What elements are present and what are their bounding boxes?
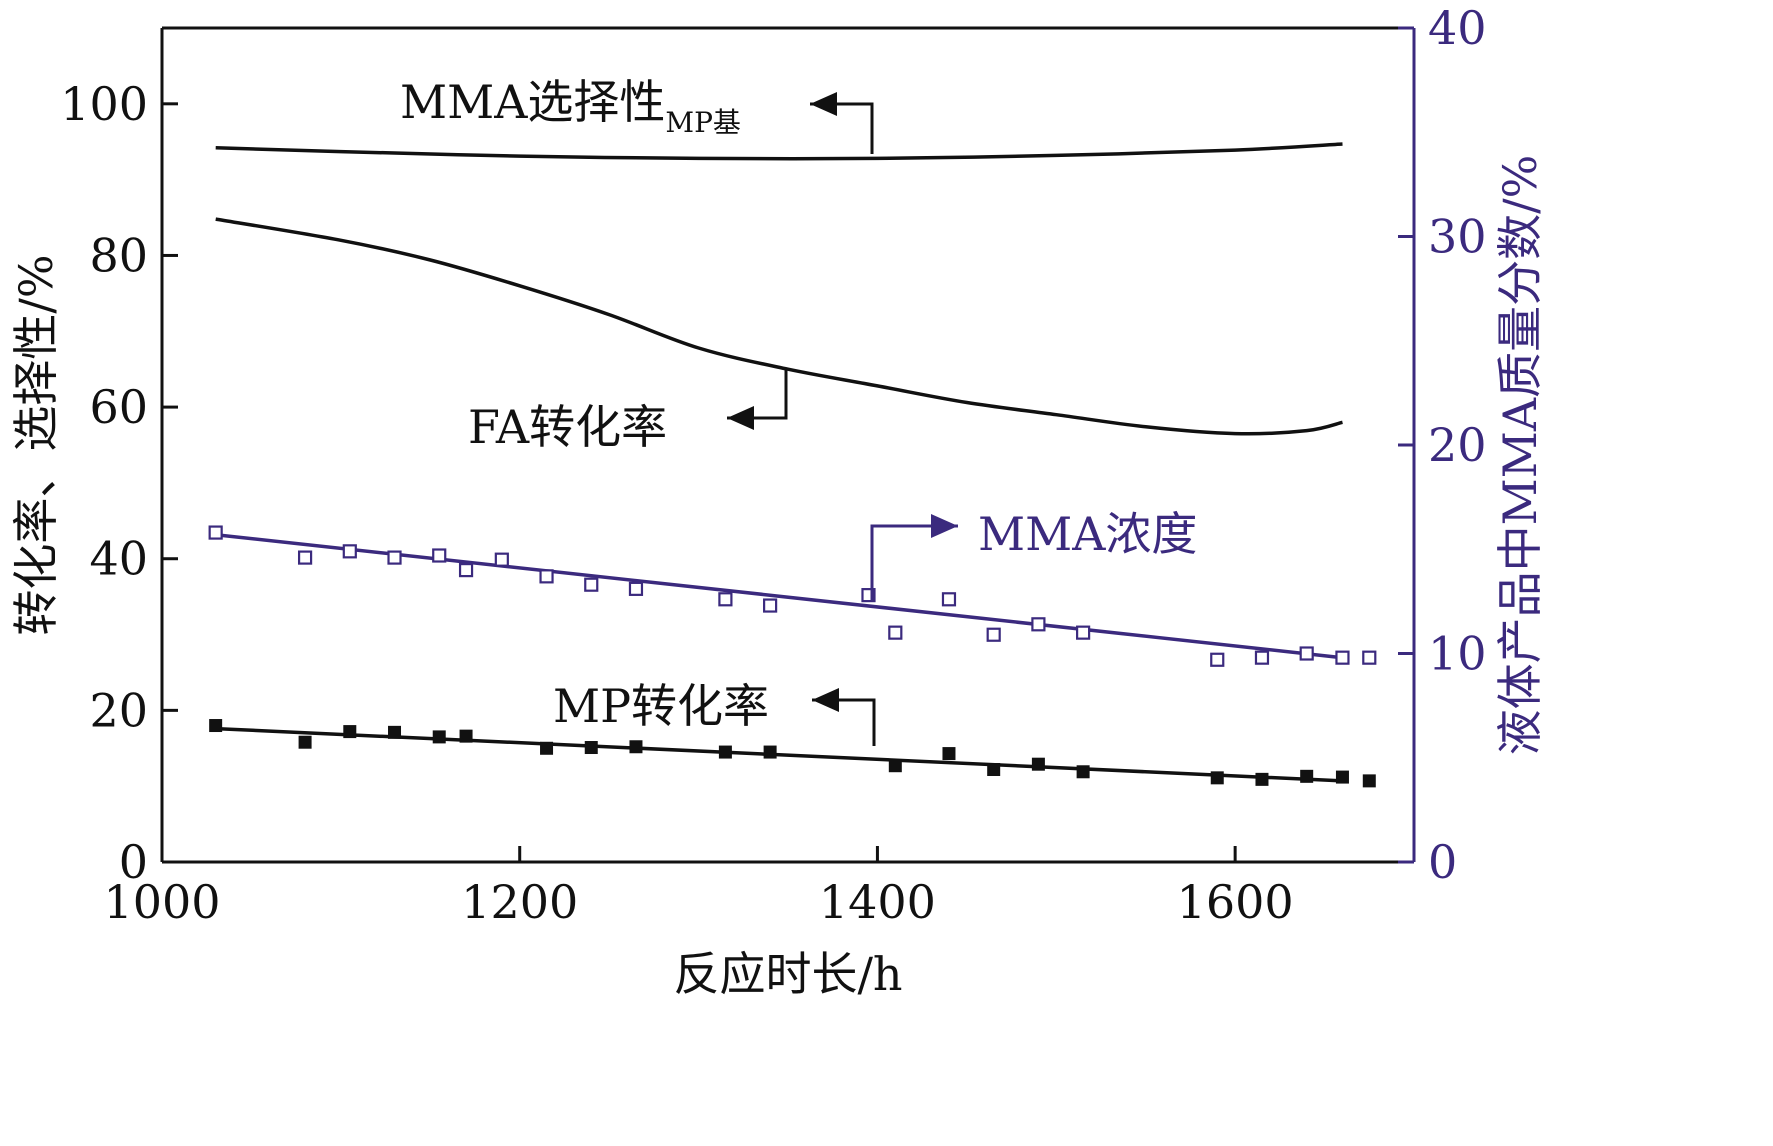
mp-conversion-point bbox=[1076, 765, 1090, 779]
mp-conversion-point bbox=[584, 741, 598, 755]
mma-concentration-point bbox=[1362, 650, 1377, 665]
mma-concentration-point bbox=[628, 581, 644, 596]
mp-conversion-annotation: MP转化率 bbox=[553, 679, 769, 733]
mma-concentration-point bbox=[387, 550, 402, 565]
fa-conversion-leader-arrow bbox=[727, 370, 788, 430]
mma-concentration-point bbox=[888, 625, 903, 640]
x-tick-label: 1000 bbox=[103, 875, 220, 929]
y-tick-label: 40 bbox=[89, 532, 148, 586]
mp-conversion-point bbox=[1362, 774, 1376, 788]
y-tick-label: 80 bbox=[89, 228, 148, 282]
dual-axis-line-chart: 1000 1200 1400 1600020406080100010203040反应时… bbox=[9, 1, 1547, 1001]
mp-conversion-point bbox=[942, 747, 956, 761]
x-tick-label: 1600 bbox=[1177, 875, 1294, 929]
y-tick-label: 20 bbox=[89, 683, 148, 737]
y2-tick-label: 0 bbox=[1428, 835, 1457, 889]
y-tick-label: 0 bbox=[119, 835, 148, 889]
mma-concentration-point bbox=[1076, 625, 1091, 640]
mma-concentration-point bbox=[1254, 650, 1270, 665]
mp-conversion-point bbox=[1255, 772, 1269, 786]
mp-conversion-point bbox=[1210, 771, 1224, 785]
mma-concentration-point bbox=[494, 552, 509, 567]
series-line-0 bbox=[215, 142, 1343, 161]
mp-conversion-point bbox=[343, 725, 357, 739]
mma-concentration-point bbox=[1031, 617, 1046, 632]
mma-concentration-point bbox=[297, 550, 313, 565]
series-line-4 bbox=[215, 726, 1343, 783]
mp-conversion-point bbox=[718, 745, 732, 759]
mma-concentration-point bbox=[432, 548, 447, 563]
mma-concentration-point bbox=[539, 569, 554, 584]
mma-concentration-point bbox=[1210, 652, 1225, 667]
y2-tick-label: 10 bbox=[1428, 627, 1487, 681]
x-tick-label: 1400 bbox=[819, 875, 936, 929]
series-line-1 bbox=[215, 217, 1343, 436]
mp-conversion-point bbox=[763, 745, 777, 759]
mp-conversion-point bbox=[1031, 757, 1045, 771]
y2-tick-label: 30 bbox=[1428, 210, 1487, 264]
mma-concentration-point bbox=[718, 592, 733, 607]
fa-conversion-annotation: FA转化率 bbox=[468, 400, 667, 454]
mma-concentration-annotation: MMA浓度 bbox=[978, 507, 1197, 561]
mp-conversion-point bbox=[209, 719, 223, 733]
mma-selectivity-leader-arrow bbox=[810, 92, 874, 154]
mp-conversion-point bbox=[540, 741, 554, 755]
mma-concentration-point bbox=[763, 598, 778, 613]
y2-tick-label: 40 bbox=[1428, 1, 1487, 55]
mp-conversion-point bbox=[432, 730, 446, 744]
y-tick-label: 60 bbox=[89, 380, 148, 434]
y2-tick-label: 20 bbox=[1428, 418, 1487, 472]
y-tick-label: 100 bbox=[60, 77, 148, 131]
series-line-2 bbox=[215, 532, 1343, 660]
mp-conversion-point bbox=[987, 763, 1001, 777]
mp-conversion-point bbox=[888, 759, 902, 773]
mma-concentration-point bbox=[208, 525, 223, 540]
mp-conversion-leader-arrow bbox=[812, 688, 876, 746]
mp-conversion-point bbox=[388, 725, 402, 739]
mp-conversion-point bbox=[459, 729, 473, 743]
mma-concentration-point bbox=[458, 562, 474, 578]
mma-concentration-point bbox=[941, 592, 957, 607]
x-axis-title: 反应时长/h bbox=[673, 947, 902, 1001]
mp-conversion-point bbox=[629, 740, 643, 754]
y-axis-title: 转化率、选择性/% bbox=[9, 254, 63, 635]
mma-concentration-leader-arrow bbox=[870, 514, 958, 600]
mma-concentration-point bbox=[584, 577, 599, 592]
mma-concentration-point bbox=[1335, 650, 1350, 665]
mma-concentration-point bbox=[986, 627, 1001, 642]
mp-conversion-point bbox=[1300, 769, 1314, 783]
mma-concentration-point bbox=[342, 544, 357, 559]
mp-conversion-point bbox=[1335, 770, 1349, 784]
mp-conversion-point bbox=[298, 735, 312, 749]
y2-axis-title: 液体产品中MMA质量分数/% bbox=[1493, 155, 1547, 756]
mma-selectivity-annotation: MMA选择性MP基 bbox=[400, 75, 741, 139]
x-tick-label: 1200 bbox=[461, 875, 578, 929]
mma-concentration-point bbox=[1299, 646, 1314, 661]
